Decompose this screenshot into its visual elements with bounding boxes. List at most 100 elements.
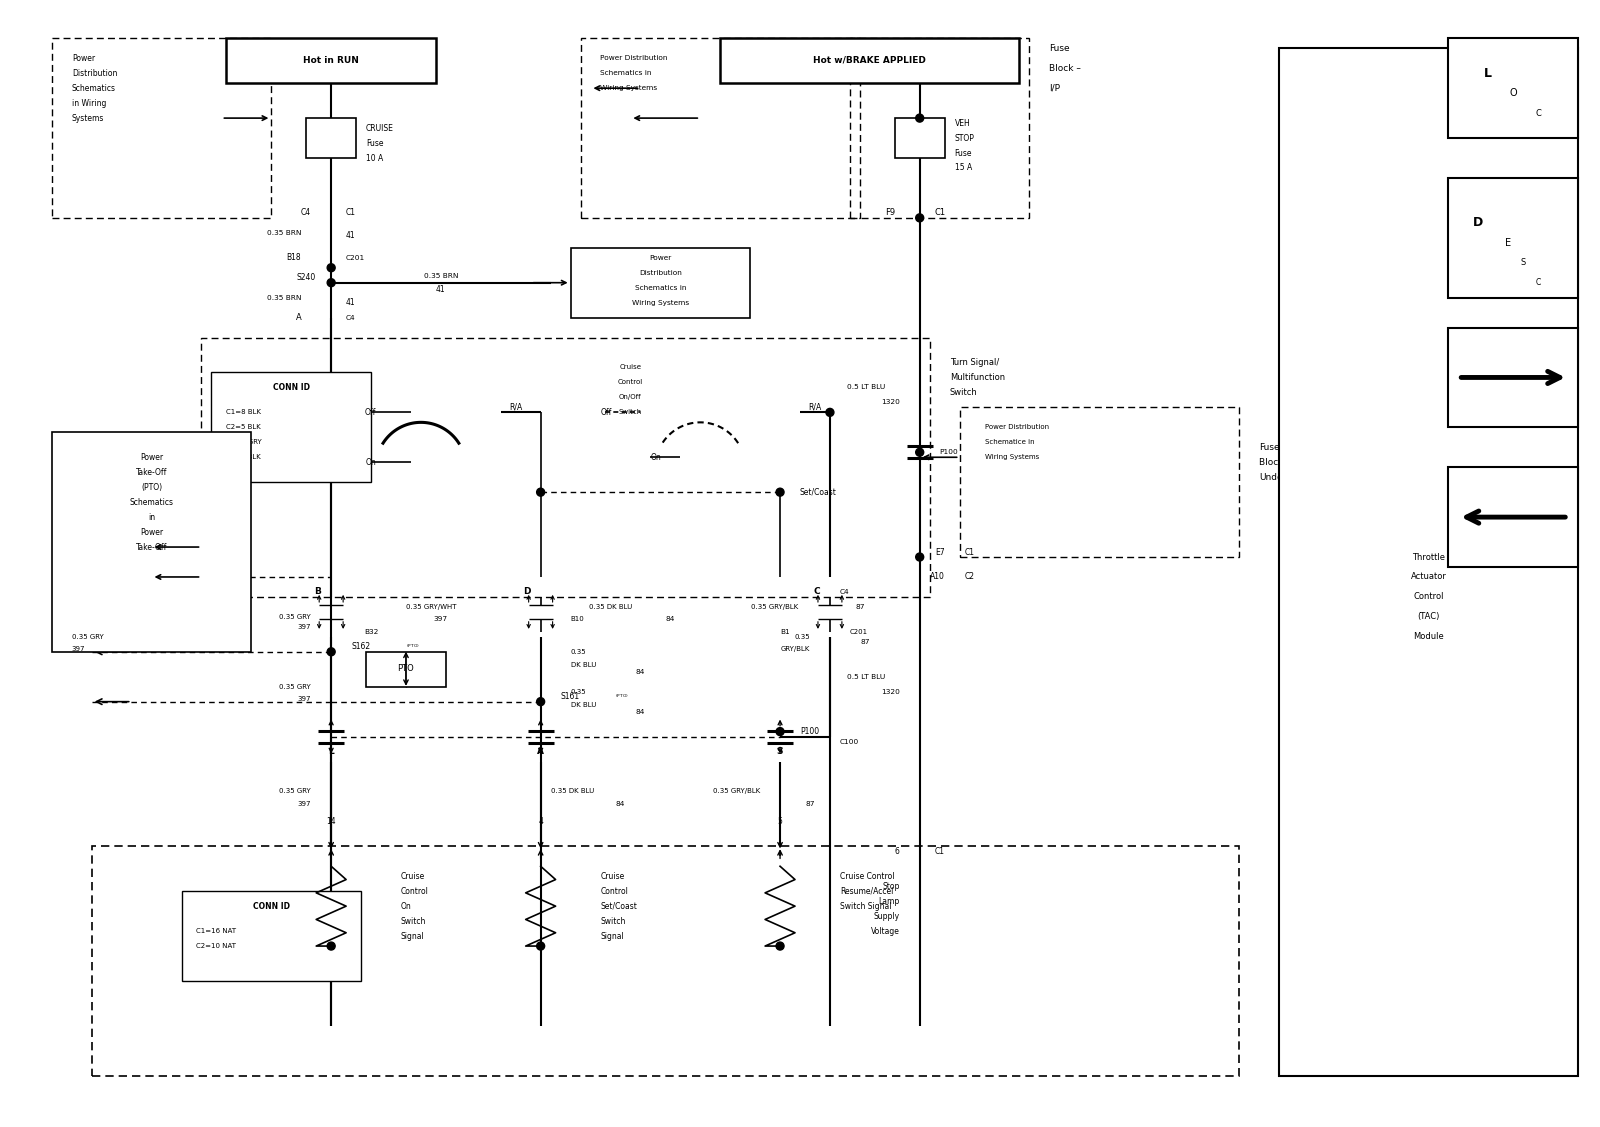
Text: Control: Control	[402, 887, 429, 896]
Text: 397: 397	[187, 646, 202, 651]
Text: 10 A: 10 A	[366, 153, 384, 162]
Bar	[91, 846, 1238, 1076]
Circle shape	[826, 408, 834, 416]
Text: C4: C4	[346, 314, 355, 320]
Text: Fuse: Fuse	[1050, 44, 1070, 53]
Text: B1: B1	[781, 629, 790, 635]
Text: Off: Off	[600, 408, 611, 417]
Text: 0.35: 0.35	[571, 689, 586, 694]
Text: A: A	[296, 313, 301, 322]
Text: Signal: Signal	[402, 932, 424, 941]
Text: $\mathregular{^{(PTO)}}$: $\mathregular{^{(PTO)}}$	[616, 694, 629, 699]
Text: 14: 14	[326, 817, 336, 826]
Text: Supply: Supply	[874, 912, 899, 921]
Circle shape	[326, 278, 334, 286]
Text: C: C	[1536, 108, 1541, 117]
Bar	[581, 38, 859, 218]
Text: O: O	[1509, 88, 1517, 98]
Text: 1320: 1320	[882, 399, 899, 406]
Text: 0.5 LT BLU: 0.5 LT BLU	[846, 384, 885, 390]
Text: C: C	[813, 587, 819, 596]
Circle shape	[915, 114, 923, 122]
Text: (PTO): (PTO)	[141, 482, 162, 491]
Text: 0.35 BRN: 0.35 BRN	[267, 294, 301, 301]
Bar	[211, 372, 371, 482]
Text: 0.35 GRY: 0.35 GRY	[280, 614, 312, 620]
Text: Block –: Block –	[1050, 64, 1082, 73]
Text: S162: S162	[350, 642, 370, 651]
Text: Power Distribution: Power Distribution	[600, 55, 667, 61]
Circle shape	[536, 942, 544, 950]
Text: 0.5 LT BLU: 0.5 LT BLU	[846, 674, 885, 680]
Text: 4: 4	[538, 817, 542, 826]
Text: Switch: Switch	[619, 409, 642, 416]
Text: Power: Power	[141, 453, 163, 462]
Text: 0.35 GRY/BLK: 0.35 GRY/BLK	[752, 604, 798, 610]
Text: 6: 6	[894, 846, 899, 855]
Text: 0.35 GRY: 0.35 GRY	[170, 633, 202, 640]
Text: 15 A: 15 A	[955, 163, 971, 172]
Text: Schematics: Schematics	[130, 498, 174, 507]
Text: C1: C1	[934, 846, 944, 855]
Bar	[51, 433, 251, 651]
Text: S: S	[1520, 258, 1526, 267]
Text: Schematice in: Schematice in	[984, 440, 1034, 445]
Text: Power Distribution: Power Distribution	[984, 425, 1048, 431]
Text: Wiring Systems: Wiring Systems	[632, 300, 690, 305]
Text: D: D	[523, 587, 531, 596]
Text: Cruise: Cruise	[600, 871, 624, 880]
Text: A10: A10	[930, 573, 944, 582]
Text: 0.35 GRY/WHT: 0.35 GRY/WHT	[406, 604, 456, 610]
Text: A: A	[538, 747, 544, 756]
Text: F9: F9	[885, 208, 894, 218]
Text: Schematics in: Schematics in	[635, 285, 686, 291]
Text: 397: 397	[72, 646, 85, 651]
Text: C1: C1	[965, 548, 974, 557]
Text: 5: 5	[778, 817, 782, 826]
Text: C2=5 BLK: C2=5 BLK	[227, 425, 261, 431]
Text: 41: 41	[437, 285, 446, 294]
Text: Set/Coast: Set/Coast	[800, 488, 837, 497]
Text: 397: 397	[298, 695, 312, 702]
Circle shape	[915, 553, 923, 561]
Bar	[1448, 328, 1578, 427]
Text: 397: 397	[298, 624, 312, 630]
Text: Schematics in: Schematics in	[600, 70, 651, 77]
Text: DK BLU: DK BLU	[571, 702, 595, 708]
Text: I/P: I/P	[1050, 83, 1061, 92]
Text: 84: 84	[666, 615, 675, 622]
Text: 84: 84	[616, 801, 626, 807]
Text: 0.35 DK BLU: 0.35 DK BLU	[550, 789, 594, 795]
Text: On: On	[365, 458, 376, 467]
Text: Underhood: Underhood	[1259, 472, 1309, 481]
Text: 0.35 DK BLU: 0.35 DK BLU	[589, 604, 632, 610]
Bar	[181, 891, 362, 980]
Text: 84: 84	[635, 709, 645, 715]
Text: 0.35 GRY: 0.35 GRY	[72, 633, 104, 640]
Text: L: L	[1485, 66, 1493, 80]
Text: C4: C4	[840, 589, 850, 595]
Text: 87: 87	[854, 604, 864, 610]
Circle shape	[776, 488, 784, 496]
Text: Fuse: Fuse	[955, 149, 973, 158]
Text: E: E	[1506, 238, 1512, 248]
Text: GRY/BLK: GRY/BLK	[781, 646, 810, 651]
Text: Hot w/BRAKE APPLIED: Hot w/BRAKE APPLIED	[813, 55, 926, 64]
Text: 84: 84	[635, 668, 645, 675]
Circle shape	[326, 648, 334, 656]
Bar	[306, 118, 357, 158]
Text: P100: P100	[939, 450, 958, 455]
Circle shape	[915, 449, 923, 456]
Text: On: On	[402, 902, 411, 911]
Text: 0.35: 0.35	[571, 649, 586, 655]
Text: Switch: Switch	[600, 916, 626, 925]
Text: Actuator: Actuator	[1411, 573, 1446, 582]
Bar	[850, 38, 1029, 218]
Text: Control: Control	[1413, 593, 1443, 602]
Text: Take-Off: Take-Off	[136, 468, 168, 477]
Text: Module: Module	[1413, 632, 1443, 641]
Circle shape	[326, 942, 334, 950]
Bar	[366, 651, 446, 686]
Text: Control: Control	[618, 380, 643, 385]
Text: Multifunction: Multifunction	[950, 373, 1005, 382]
